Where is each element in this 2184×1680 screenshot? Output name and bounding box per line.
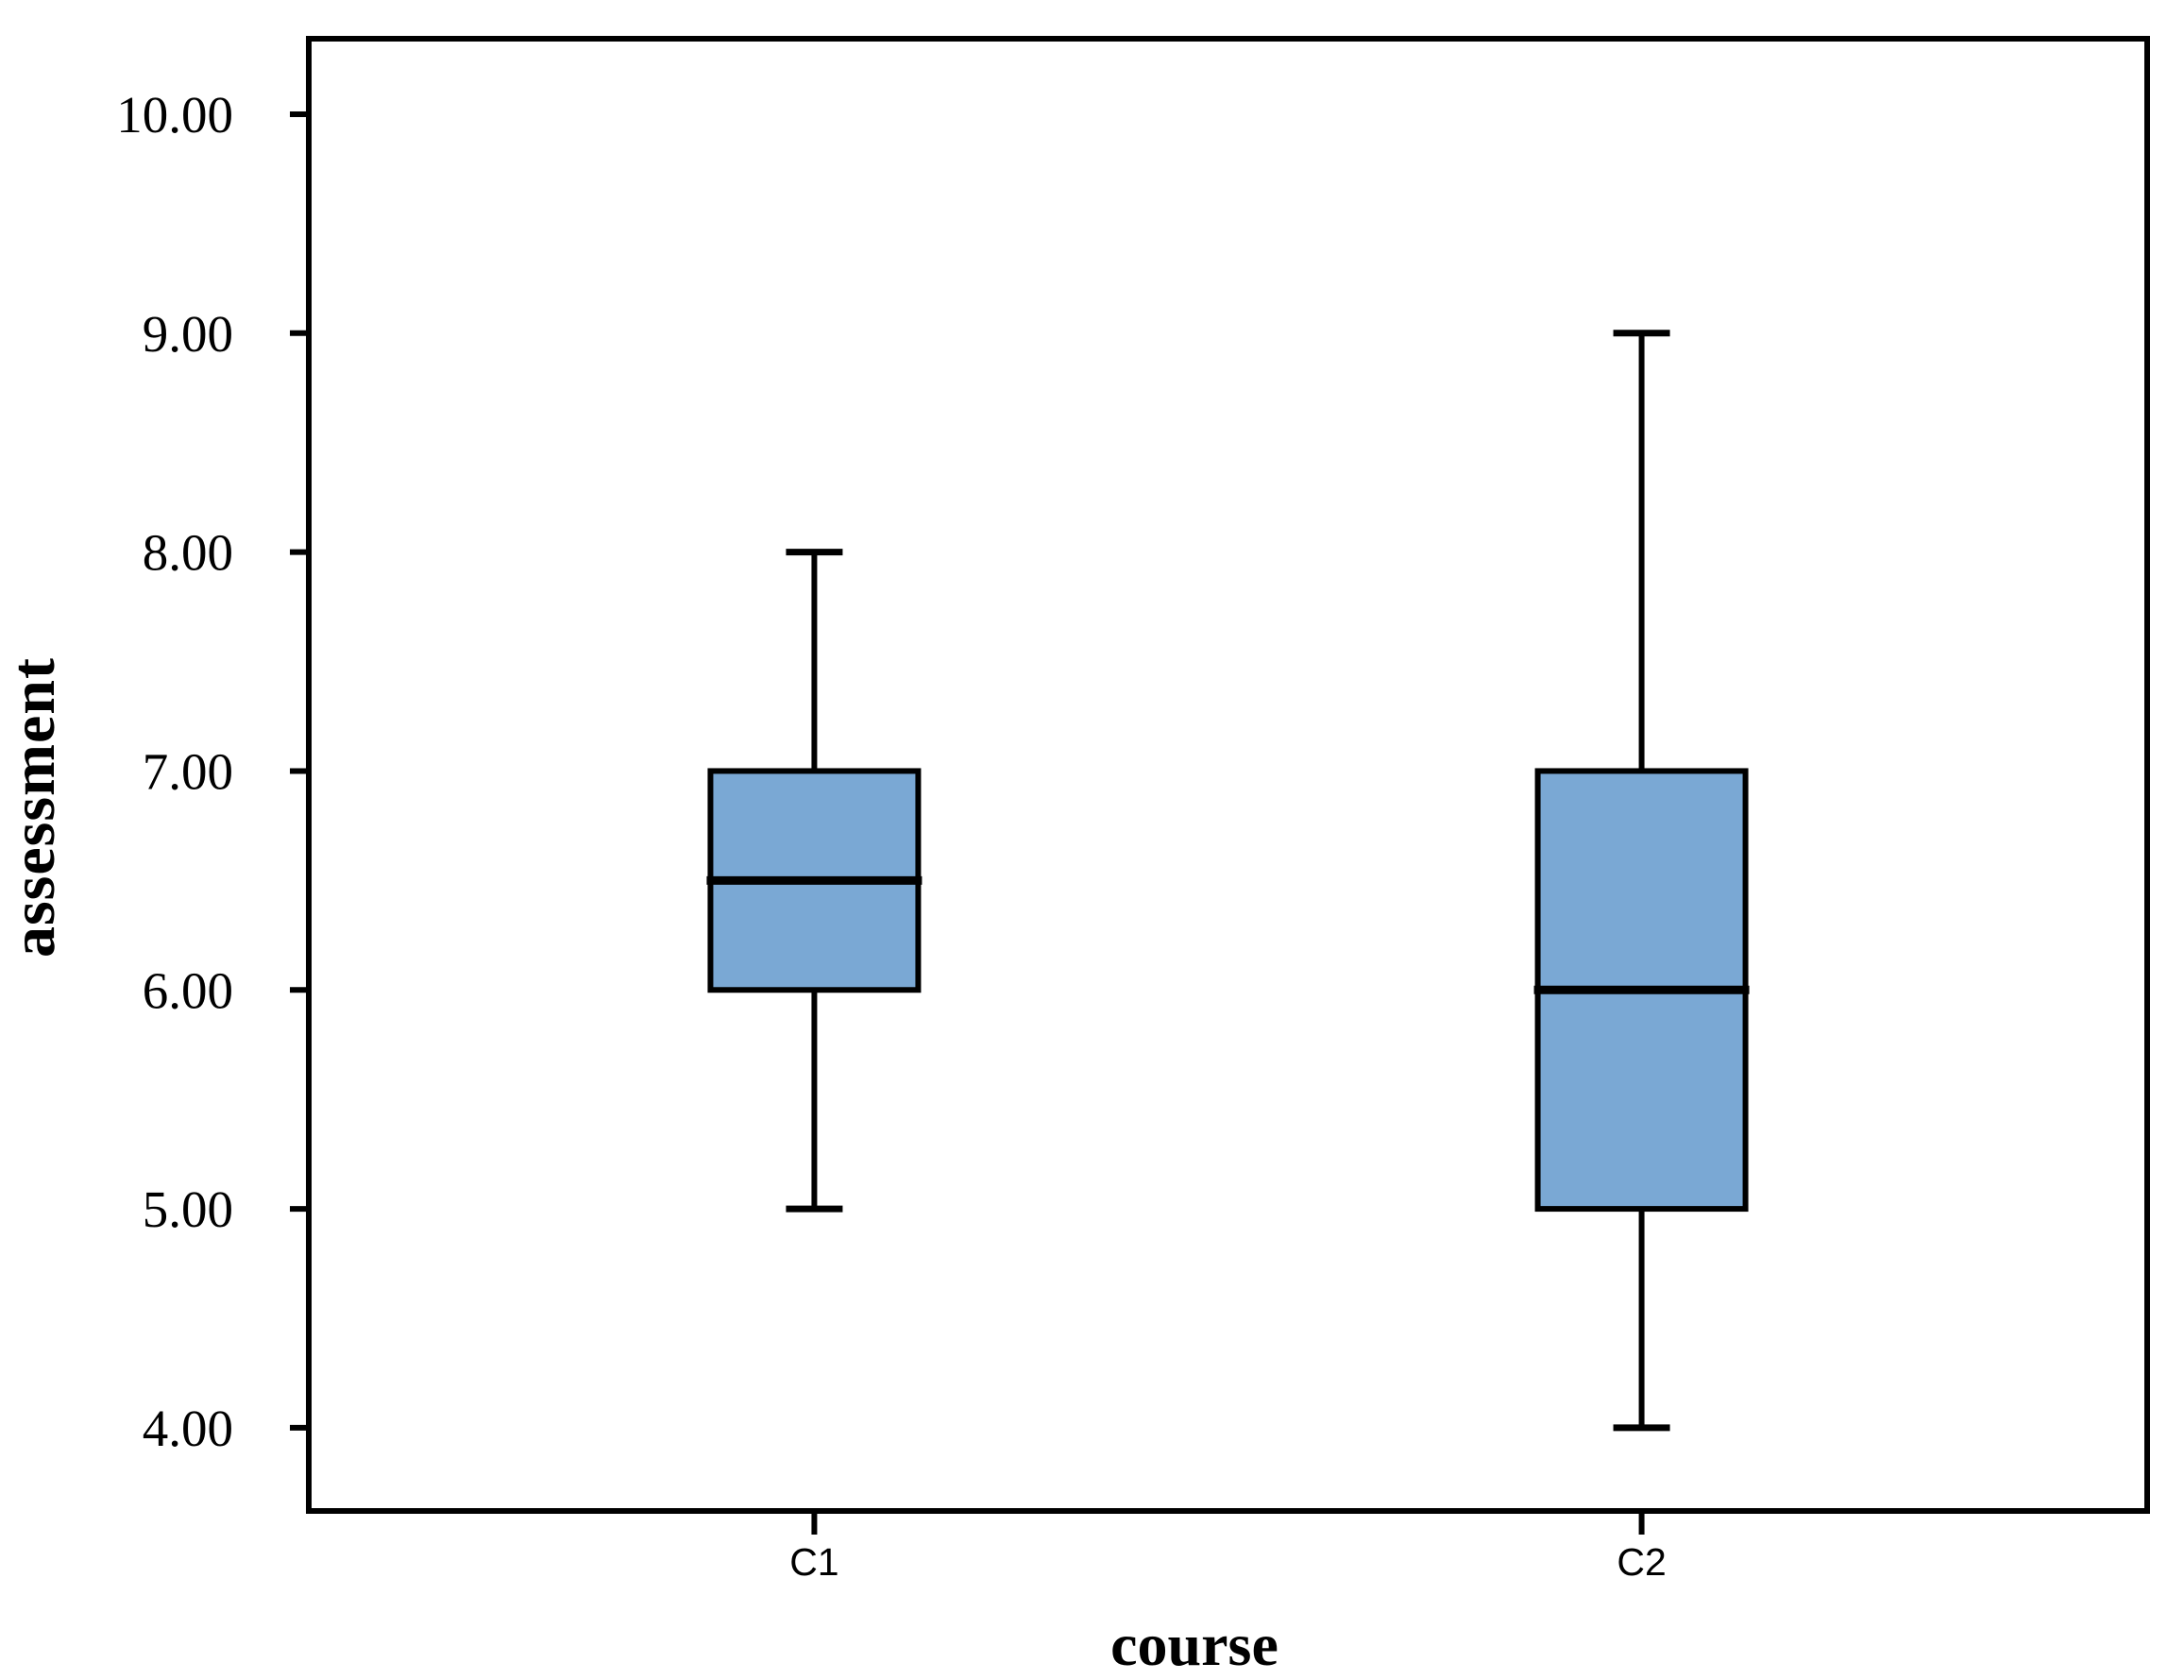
y-tick-label: 4.00 [143, 1400, 233, 1457]
x-axis-title: course [1110, 1611, 1278, 1678]
x-tick-label: C1 [789, 1540, 838, 1584]
y-tick-label: 7.00 [143, 742, 233, 800]
y-tick-label: 6.00 [143, 961, 233, 1019]
y-tick-label: 5.00 [143, 1180, 233, 1238]
y-tick-label: 10.00 [116, 86, 233, 144]
plot-frame [306, 36, 2150, 1514]
x-tick-label: C2 [1617, 1540, 1666, 1584]
y-axis-title: assessment [0, 657, 68, 958]
y-tick-label: 9.00 [143, 305, 233, 363]
y-tick-label: 8.00 [143, 524, 233, 582]
